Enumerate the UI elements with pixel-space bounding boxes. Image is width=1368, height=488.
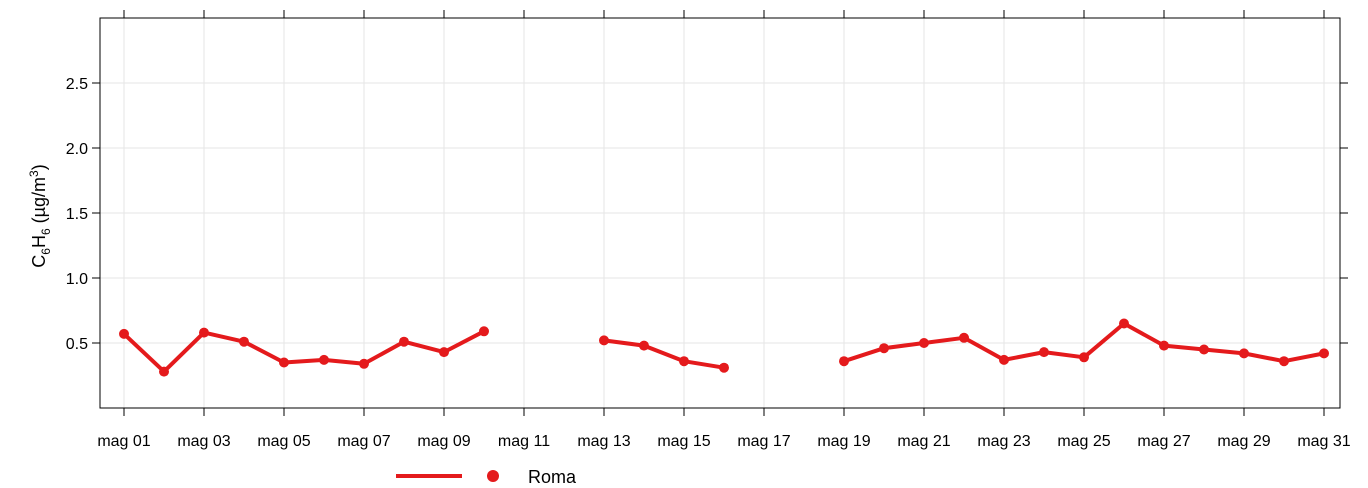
data-point xyxy=(119,328,129,339)
x-tick-label: mag 07 xyxy=(337,433,390,450)
y-axis-title-sup: 3 xyxy=(27,170,41,177)
data-point xyxy=(1199,344,1209,355)
x-tick-label: mag 19 xyxy=(817,433,870,450)
data-point xyxy=(359,358,369,369)
data-point xyxy=(239,336,249,347)
x-tick-label: mag 21 xyxy=(897,433,950,450)
data-point xyxy=(319,354,329,365)
series-line-segment xyxy=(122,329,486,374)
data-point xyxy=(159,366,169,377)
y-tick-label: 1.0 xyxy=(66,271,88,288)
data-point xyxy=(679,356,689,367)
x-tick-label: mag 11 xyxy=(498,433,550,450)
x-tick-label: mag 27 xyxy=(1137,433,1190,450)
y-tick-label: 2.5 xyxy=(66,76,88,93)
data-point xyxy=(639,340,649,351)
y-axis-title-base: C xyxy=(29,255,49,268)
data-point xyxy=(959,332,969,343)
y-axis-title-sub2: 6 xyxy=(39,228,53,235)
legend-point-swatch xyxy=(487,470,499,482)
y-axis-title-unit-close: ) xyxy=(29,164,49,170)
y-axis-title-sub1: 6 xyxy=(39,248,53,255)
data-point xyxy=(439,347,449,358)
x-tick-label: mag 09 xyxy=(417,433,470,450)
data-point xyxy=(919,338,929,348)
data-point xyxy=(279,357,289,368)
y-axis-title-unit-open: (µg/m xyxy=(29,177,49,228)
x-tick-label: mag 05 xyxy=(257,433,310,450)
grid-lines xyxy=(100,18,1340,408)
data-point xyxy=(1319,348,1329,359)
data-point xyxy=(1239,348,1249,359)
data-point xyxy=(1039,347,1049,358)
data-point xyxy=(999,354,1009,365)
y-axis: 0.5 1.0 1.5 2.0 2.5 xyxy=(66,76,1348,353)
x-tick-label: mag 25 xyxy=(1057,433,1110,450)
data-point xyxy=(1079,352,1089,363)
y-axis-title: C6H6 (µg/m3) xyxy=(27,164,53,267)
series-line-segment xyxy=(602,338,726,370)
x-axis: mag 01 mag 03 mag 05 mag 07 mag 09 mag 11 mag … xyxy=(97,10,1351,450)
legend: Roma xyxy=(396,467,577,487)
data-point xyxy=(879,343,889,354)
x-tick-label: mag 23 xyxy=(977,433,1030,450)
x-tick-label: mag 01 xyxy=(97,433,150,450)
x-tick-label: mag 31 xyxy=(1297,433,1350,450)
x-tick-label: mag 15 xyxy=(657,433,710,450)
series-layer xyxy=(119,318,1329,377)
y-axis-title-mid: H xyxy=(29,235,49,248)
x-tick-label: mag 17 xyxy=(737,433,790,450)
data-point xyxy=(1279,356,1289,367)
x-tick-label: mag 29 xyxy=(1217,433,1270,450)
y-tick-label: 2.0 xyxy=(66,141,88,158)
x-tick-label: mag 03 xyxy=(177,433,230,450)
data-point xyxy=(719,362,729,373)
data-point xyxy=(399,336,409,347)
data-point xyxy=(599,335,609,346)
legend-label-roma: Roma xyxy=(528,467,577,487)
data-point xyxy=(1159,340,1169,351)
x-tick-label: mag 13 xyxy=(577,433,630,450)
data-point xyxy=(199,327,209,338)
y-tick-label: 1.5 xyxy=(66,206,88,223)
data-point xyxy=(479,326,489,337)
y-tick-label: 0.5 xyxy=(66,336,88,353)
data-point xyxy=(839,356,849,367)
data-point xyxy=(1119,318,1129,329)
